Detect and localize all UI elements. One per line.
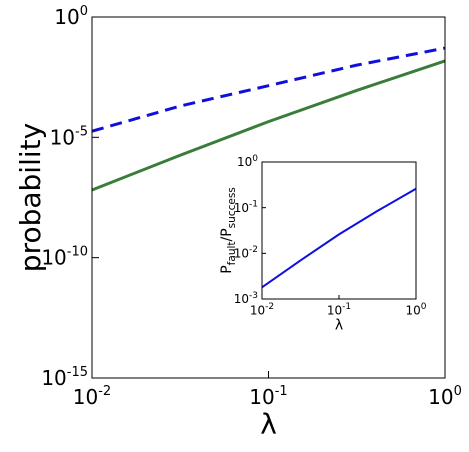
tick-exponent: 0 [421, 302, 427, 312]
tick-label: 10-5 [50, 124, 88, 149]
tick-exponent: -1 [275, 384, 288, 399]
tick-base: 10 [237, 155, 252, 169]
y-axis-label: Pfault/Psuccess [219, 187, 238, 274]
tick-label: 10-15 [41, 365, 88, 390]
tick-exponent: -2 [249, 245, 258, 255]
tick-base: 10 [73, 385, 98, 409]
tick-label: 100 [237, 154, 258, 169]
tick-exponent: -2 [98, 384, 111, 399]
tick-base: 10 [234, 292, 249, 306]
tick-exponent: -1 [249, 199, 258, 209]
y-axis-label-part: P [219, 265, 235, 273]
x-axis-label: λ [260, 407, 277, 440]
tick-base: 10 [41, 366, 66, 390]
tick-base: 10 [249, 385, 274, 409]
tick-base: 10 [50, 125, 75, 149]
tick-base: 10 [327, 304, 342, 318]
tick-exponent: -3 [249, 291, 258, 301]
tick-exponent: -1 [342, 302, 351, 312]
tick-exponent: 0 [252, 154, 258, 164]
tick-label: 10-2 [73, 384, 111, 409]
tick-label: 10-10 [41, 245, 88, 270]
y-axis-label: probability [14, 123, 47, 272]
tick-base: 10 [234, 201, 249, 215]
tick-label: 10-1 [234, 199, 258, 214]
tick-exponent: -2 [265, 302, 274, 312]
tick-base: 10 [54, 5, 79, 29]
tick-exponent: -5 [75, 124, 88, 139]
tick-exponent: -15 [67, 365, 88, 380]
plot: 10-2 10-1 10010-310-210-1100λPfault/Psucce… [219, 154, 427, 333]
tick-exponent: -10 [67, 245, 88, 260]
tick-base: 10 [428, 385, 453, 409]
tick-exponent: 0 [80, 4, 88, 19]
tick-label: 10-3 [234, 291, 258, 306]
tick-label: 10-2 [250, 302, 274, 317]
tick-base: 10 [41, 246, 66, 270]
tick-exponent: 0 [454, 384, 462, 399]
y-axis-label-part: success [226, 187, 238, 228]
tick-base: 10 [234, 247, 249, 261]
plot-frame [261, 161, 417, 300]
y-axis-label-part: fault [226, 241, 238, 265]
plot-frame [91, 16, 446, 379]
plot-area [262, 162, 416, 299]
series-line [91, 59, 446, 192]
tick-label: 10-1 [327, 302, 351, 317]
series-line [261, 187, 417, 289]
tick-label: 10-2 [234, 245, 258, 260]
tick-label: 100 [54, 4, 88, 29]
tick-base: 10 [250, 304, 265, 318]
tick-base: 10 [405, 304, 420, 318]
tick-label: 100 [428, 384, 462, 409]
tick-label: 100 [405, 302, 426, 317]
x-axis-label: λ [335, 317, 343, 333]
series-line [91, 46, 446, 133]
y-axis-label-part: /P [219, 228, 235, 241]
tick-label: 10-1 [249, 384, 287, 409]
